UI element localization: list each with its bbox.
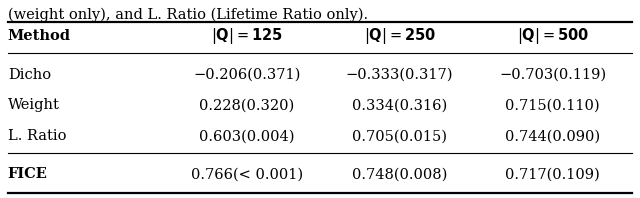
Text: Method: Method bbox=[8, 29, 71, 43]
Text: FICE: FICE bbox=[8, 167, 47, 181]
Text: 0.228(0.320): 0.228(0.320) bbox=[199, 98, 294, 112]
Text: 0.717(0.109): 0.717(0.109) bbox=[505, 167, 600, 181]
Text: 0.715(0.110): 0.715(0.110) bbox=[505, 98, 600, 112]
Text: −0.333(0.317): −0.333(0.317) bbox=[346, 68, 453, 82]
Text: Dicho: Dicho bbox=[8, 68, 51, 82]
Text: 0.334(0.316): 0.334(0.316) bbox=[352, 98, 447, 112]
Text: $|\mathbf{Q}| = \mathbf{500}$: $|\mathbf{Q}| = \mathbf{500}$ bbox=[516, 26, 589, 46]
Text: (weight only), and L. Ratio (Lifetime Ratio only).: (weight only), and L. Ratio (Lifetime Ra… bbox=[8, 7, 368, 22]
Text: 0.705(0.015): 0.705(0.015) bbox=[352, 129, 447, 143]
Text: −0.206(0.371): −0.206(0.371) bbox=[193, 68, 300, 82]
Text: −0.703(0.119): −0.703(0.119) bbox=[499, 68, 606, 82]
Text: 0.603(0.004): 0.603(0.004) bbox=[199, 129, 294, 143]
Text: 0.748(0.008): 0.748(0.008) bbox=[352, 167, 447, 181]
Text: Weight: Weight bbox=[8, 98, 60, 112]
Text: 0.766(< 0.001): 0.766(< 0.001) bbox=[191, 167, 303, 181]
Text: $|\mathbf{Q}| = \mathbf{125}$: $|\mathbf{Q}| = \mathbf{125}$ bbox=[211, 26, 283, 46]
Text: $|\mathbf{Q}| = \mathbf{250}$: $|\mathbf{Q}| = \mathbf{250}$ bbox=[364, 26, 436, 46]
Text: 0.744(0.090): 0.744(0.090) bbox=[505, 129, 600, 143]
Text: L. Ratio: L. Ratio bbox=[8, 129, 67, 143]
